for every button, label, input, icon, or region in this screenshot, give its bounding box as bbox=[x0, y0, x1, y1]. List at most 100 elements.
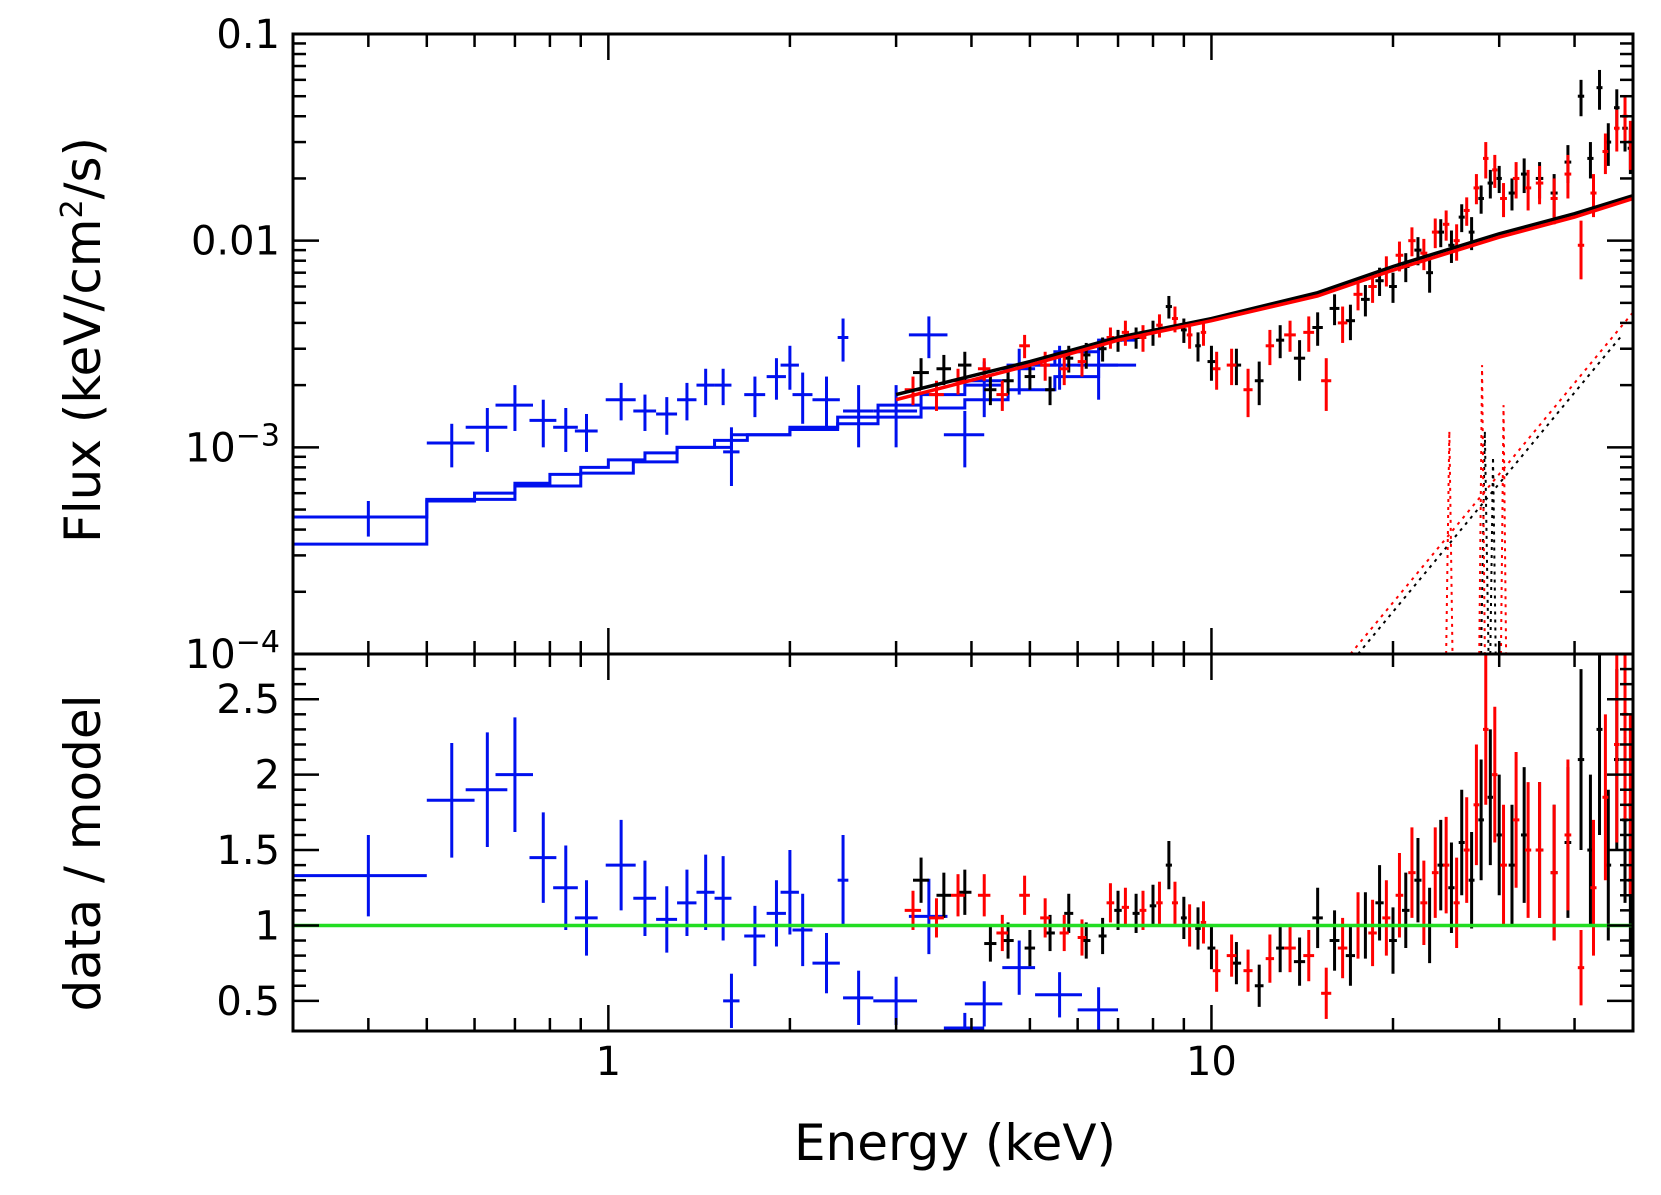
bottom-y-tick-labels: 0.5 1 1.5 2 2.5 bbox=[216, 677, 280, 1025]
blue-data-point bbox=[553, 407, 578, 452]
red-data-point bbox=[1156, 314, 1163, 338]
black-data-point bbox=[1389, 272, 1397, 303]
x-tick-label: 1 bbox=[596, 1039, 621, 1085]
x-tick-label: 10 bbox=[1186, 1039, 1237, 1085]
red-data-point bbox=[1473, 174, 1480, 205]
blue-data-point bbox=[633, 394, 657, 431]
blue-data-point bbox=[792, 372, 813, 424]
red-ratio-point bbox=[1492, 706, 1498, 843]
black-data-point bbox=[1361, 285, 1370, 317]
red-ratio-point bbox=[1284, 923, 1296, 973]
black-ratio-point bbox=[1195, 907, 1201, 950]
red-ratio-point bbox=[1473, 744, 1480, 866]
red-data-point bbox=[1077, 348, 1087, 377]
blue-ratio-point bbox=[1035, 972, 1082, 1018]
blue-ratio-point bbox=[766, 880, 786, 947]
black-data-point bbox=[1045, 376, 1055, 406]
blue-ratio-point bbox=[843, 970, 874, 1025]
red-model-component bbox=[1478, 365, 1486, 654]
black-data-point bbox=[1478, 185, 1484, 214]
red-ratio-point bbox=[1368, 899, 1377, 967]
black-ratio-point bbox=[1577, 669, 1585, 851]
red-data-point bbox=[1512, 162, 1520, 199]
blue-data-point bbox=[908, 316, 948, 359]
blue-data-point bbox=[837, 318, 849, 362]
black-ratio-point bbox=[1520, 767, 1528, 903]
top-y-tick-label-base: 10 bbox=[185, 632, 236, 678]
red-data-point bbox=[1284, 320, 1296, 352]
red-ratio-point bbox=[1613, 654, 1620, 843]
red-data-point bbox=[1602, 133, 1609, 175]
blue-ratio-point bbox=[812, 932, 840, 994]
black-ratio-point bbox=[1402, 872, 1410, 949]
top-y-axis-label-sup: 2 bbox=[55, 199, 90, 218]
red-ratio-point bbox=[1590, 819, 1597, 956]
bottom-panel-ticks bbox=[291, 654, 1635, 1031]
black-data-point bbox=[1520, 158, 1528, 194]
black-ratio-point bbox=[1458, 789, 1465, 896]
top-y-tick-label: 0.01 bbox=[191, 219, 280, 265]
blue-data-point bbox=[943, 410, 985, 468]
red-data-point bbox=[1550, 178, 1558, 225]
top-y-axis-label-pre: Flux (keV/cm bbox=[54, 218, 112, 543]
red-ratio-point bbox=[1303, 929, 1315, 982]
blue-ratio-point bbox=[293, 834, 427, 917]
black-ratio-point bbox=[936, 872, 952, 918]
blue-ratio-point bbox=[1002, 940, 1036, 995]
bottom-plot-area bbox=[293, 654, 1633, 1031]
red-ratio-point bbox=[1420, 860, 1428, 946]
black-ratio-point bbox=[1375, 865, 1384, 941]
black-ratio-point bbox=[1149, 884, 1157, 927]
black-data-point bbox=[1207, 345, 1216, 381]
black-data-point bbox=[1496, 165, 1502, 194]
black-data-point bbox=[1487, 169, 1494, 199]
red-ratio-point bbox=[1550, 804, 1558, 941]
black-data-point bbox=[1458, 204, 1465, 233]
red-model-component bbox=[1499, 405, 1508, 654]
black-ratio-point bbox=[1276, 923, 1285, 973]
black-ratio-point bbox=[1329, 910, 1340, 971]
x-tick-labels: 1 10 bbox=[596, 1039, 1237, 1085]
red-ratio-point bbox=[928, 898, 944, 938]
red-data-point bbox=[1453, 224, 1460, 261]
black-ratio-point bbox=[1389, 907, 1397, 974]
red-data-point bbox=[996, 380, 1009, 411]
blue-data-point bbox=[780, 345, 799, 390]
red-model-line bbox=[895, 196, 1633, 402]
red-data-point bbox=[1524, 169, 1532, 211]
top-y-axis-label: Flux (keV/cm2/s) bbox=[54, 137, 112, 543]
red-data-point bbox=[1139, 325, 1147, 352]
black-ratio-point bbox=[1596, 654, 1603, 835]
bottom-y-tick-label: 0.5 bbox=[216, 979, 280, 1025]
blue-data-point bbox=[766, 358, 786, 400]
black-data-point bbox=[1329, 294, 1340, 326]
black-ratio-point bbox=[1448, 842, 1455, 933]
blue-data-point bbox=[812, 376, 840, 431]
top-y-tick-label-exponent: −3 bbox=[236, 418, 280, 453]
bottom-panel-ratio: 0.5 1 1.5 2 2.5 bbox=[216, 652, 1635, 1033]
bottom-y-tick-label: 2 bbox=[255, 753, 280, 799]
top-panel-frame bbox=[291, 32, 1635, 656]
black-ratio-point bbox=[1114, 890, 1122, 930]
black-model-component bbox=[1357, 334, 1624, 654]
top-y-tick-label: 0.1 bbox=[216, 12, 280, 58]
black-data-point bbox=[1165, 295, 1172, 319]
blue-data-point bbox=[529, 399, 557, 448]
red-ratio-point bbox=[977, 874, 991, 917]
black-ratio-point bbox=[1045, 914, 1055, 952]
red-ratio-point bbox=[1453, 857, 1460, 949]
red-ratio-point bbox=[1463, 797, 1470, 903]
blue-ratio-point bbox=[1077, 987, 1119, 1031]
blue-data-point bbox=[656, 397, 678, 435]
red-model-component bbox=[1349, 311, 1633, 654]
blue-ratio-point bbox=[605, 819, 636, 911]
black-ratio-point bbox=[1293, 937, 1306, 986]
black-data-point bbox=[1195, 332, 1201, 362]
black-ratio-point bbox=[1437, 819, 1445, 911]
black-ratio-point bbox=[984, 925, 997, 962]
blue-ratio-point bbox=[553, 845, 578, 930]
black-data-point bbox=[1312, 312, 1323, 346]
bottom-y-tick-label: 1.5 bbox=[216, 828, 280, 874]
